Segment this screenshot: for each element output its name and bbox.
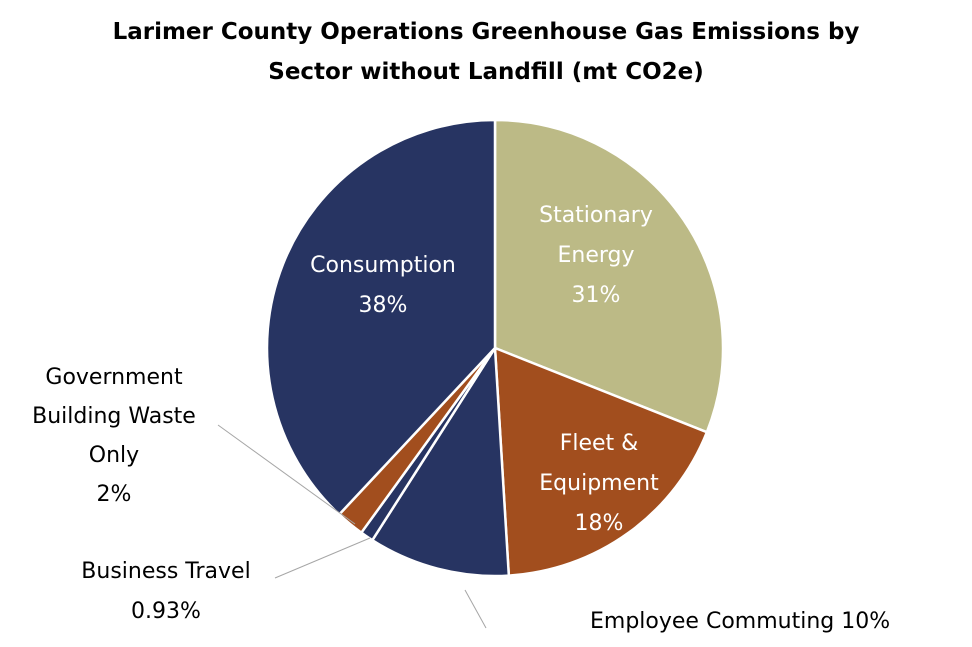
data-label-employee-commuting: Employee Commuting 10% — [590, 609, 890, 634]
leader-line-government-building-waste-only — [217, 424, 356, 525]
data-label-stationary-energy: Stationary Energy 31% — [539, 203, 653, 308]
data-label-consumption: Consumption 38% — [310, 253, 456, 318]
chart-title-line-1: Larimer County Operations Greenhouse Gas… — [112, 19, 860, 45]
pie-slice-stationary-energy — [493, 118, 725, 434]
data-label-business-travel: Business Travel 0.93% — [81, 559, 250, 624]
pie-slice-consumption — [265, 118, 497, 517]
leader-line-employee-commuting — [464, 589, 487, 629]
pie-slice-fleet-equipment — [493, 346, 709, 577]
pie-slice-employee-commuting — [370, 344, 511, 578]
data-label-government-building-waste-only: Government Building Waste Only 2% — [32, 365, 196, 507]
chart-title-line-2: Sector without Landfill (mt CO2e) — [268, 59, 704, 85]
leader-line-business-travel — [274, 537, 371, 579]
chart-title: Larimer County Operations Greenhouse Gas… — [0, 12, 972, 92]
data-label-fleet-equipment: Fleet & Equipment 18% — [539, 431, 659, 536]
